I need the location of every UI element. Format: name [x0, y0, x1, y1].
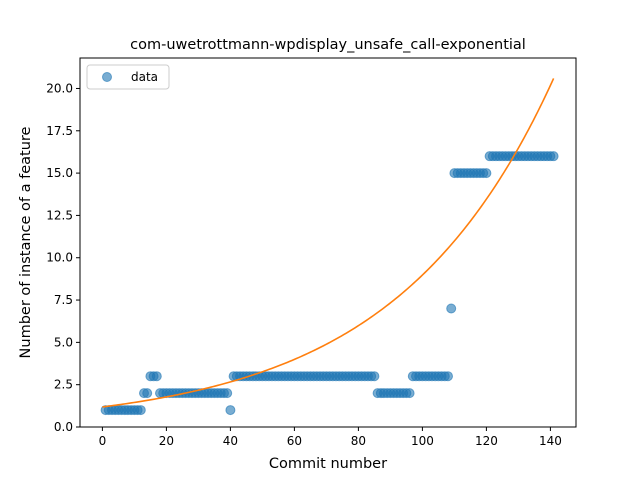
x-tick-label: 60: [287, 434, 302, 448]
x-tick-label: 120: [475, 434, 498, 448]
data-points: [100, 151, 559, 416]
x-tick-label: 140: [539, 434, 562, 448]
data-point: [222, 388, 233, 399]
x-tick-label: 100: [411, 434, 434, 448]
x-tick-label: 20: [159, 434, 174, 448]
data-point: [481, 168, 492, 179]
legend-marker: [102, 72, 112, 82]
data-point: [443, 371, 453, 382]
y-tick-label: 15.0: [46, 166, 73, 180]
x-tick-label: 0: [99, 434, 107, 448]
fit-line-layer: [102, 78, 555, 408]
y-tick-label: 0.0: [54, 420, 73, 434]
data-point: [404, 388, 415, 399]
x-axis-label: Commit number: [269, 456, 387, 472]
y-tick-label: 12.5: [46, 208, 73, 222]
data-point: [446, 303, 457, 314]
data-point: [135, 405, 146, 416]
y-tick-label: 5.0: [54, 335, 73, 349]
legend: data: [86, 64, 170, 90]
data-point: [225, 405, 236, 416]
x-axis: 0 20 40 60 80 100 120 140: [99, 427, 562, 448]
data-point: [151, 371, 162, 382]
chart-title: com-uwetrottmann-wpdisplay_unsafe_call-e…: [130, 37, 526, 53]
y-tick-label: 20.0: [46, 81, 73, 95]
data-point: [548, 151, 559, 162]
data-point: [369, 371, 380, 382]
y-axis: 0.0 2.5 5.0 7.5 10.0 12.5 15.0 17.5 20.0: [46, 81, 80, 434]
legend-box: [86, 64, 170, 90]
exponential-fit-line: [102, 78, 555, 408]
legend-label-data: data: [131, 70, 158, 84]
y-tick-label: 2.5: [54, 378, 73, 392]
x-tick-label: 80: [351, 434, 366, 448]
y-tick-label: 7.5: [54, 293, 73, 307]
y-tick-label: 17.5: [46, 124, 73, 138]
data-point: [142, 388, 153, 399]
y-axis-label: Number of instance of a feature: [18, 126, 34, 358]
y-tick-label: 10.0: [46, 251, 73, 265]
x-tick-label: 40: [223, 434, 238, 448]
plot-frame: [79, 57, 577, 428]
